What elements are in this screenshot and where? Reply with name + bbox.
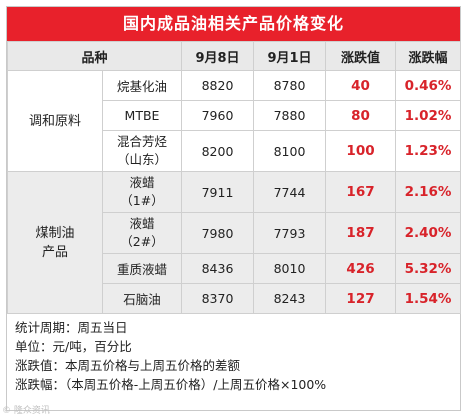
- product-name: MTBE: [101, 100, 183, 131]
- price-sep8: 7980: [181, 212, 255, 254]
- header-pct: 涨跌幅: [395, 41, 462, 71]
- header-sep8: 9月8日: [181, 41, 255, 71]
- header-product: 品种: [6, 41, 183, 71]
- change-value: 426: [325, 253, 397, 284]
- table-row: 混合芳烃 （山东） 8200 8100 100 1.23%: [8, 130, 462, 172]
- change-value: 40: [325, 70, 397, 101]
- change-value: 80: [325, 100, 397, 131]
- header-change: 涨跌值: [325, 41, 397, 71]
- change-pct: 1.23%: [395, 130, 462, 172]
- change-value: 100: [325, 130, 397, 172]
- product-name: 混合芳烃 （山东）: [101, 130, 183, 172]
- price-sep1: 7880: [253, 100, 327, 131]
- product-name-line: 重质液蜡: [117, 262, 168, 277]
- product-name: 液蜡 （2#）: [101, 212, 183, 254]
- product-name: 重质液蜡: [101, 253, 183, 284]
- header-row: 品种 9月8日 9月1日 涨跌值 涨跌幅: [6, 41, 462, 71]
- price-table: 品种 9月8日 9月1日 涨跌值 涨跌幅 调和原料 烷基化油 8820 8780…: [6, 41, 462, 314]
- table-row: MTBE 7960 7880 80 1.02%: [8, 100, 462, 131]
- note-pct: 涨跌幅：（本周五价格-上周五价格）/上周五价格×100%: [15, 377, 327, 392]
- price-sep1: 7744: [253, 171, 327, 213]
- group-label-line: 调和原料: [28, 113, 81, 129]
- price-sep8: 8820: [181, 70, 255, 101]
- product-name-line: 液蜡: [129, 175, 155, 190]
- price-table-card: 国内成品油相关产品价格变化 品种 9月8日 9月1日 涨跌值 涨跌幅 调和原料 …: [6, 6, 462, 411]
- change-pct: 5.32%: [395, 253, 462, 284]
- price-sep8: 7911: [181, 171, 255, 213]
- group-label-line: 煤制油: [35, 225, 75, 241]
- product-name: 液蜡 （1#）: [101, 171, 183, 213]
- product-name-line: 液蜡: [129, 216, 155, 231]
- notes: 统计周期：周五当日 单位：元/吨，百分比 涨跌值：本周五价格与上周五价格的差额 …: [7, 314, 460, 394]
- header-sep1: 9月1日: [253, 41, 327, 71]
- product-name: 烷基化油: [101, 70, 183, 101]
- product-name-line: 石脑油: [123, 292, 161, 307]
- group-label: 调和原料: [7, 70, 103, 172]
- table-row: 煤制油产品 液蜡 （1#） 7911 7744 167 2.16%: [7, 171, 462, 314]
- price-sep1: 8243: [253, 283, 327, 314]
- change-pct: 0.46%: [395, 70, 462, 101]
- change-pct: 2.40%: [395, 212, 462, 254]
- price-sep8: 8370: [181, 283, 255, 314]
- price-sep8: 8436: [181, 253, 255, 284]
- price-sep8: 7960: [181, 100, 255, 131]
- change-pct: 1.54%: [395, 283, 462, 314]
- table-row: 重质液蜡 8436 8010 426 5.32%: [8, 253, 462, 284]
- table-title: 国内成品油相关产品价格变化: [7, 7, 460, 41]
- change-pct: 1.02%: [395, 100, 462, 131]
- price-sep1: 8100: [253, 130, 327, 172]
- change-value: 187: [325, 212, 397, 254]
- product-name: 石脑油: [101, 283, 183, 314]
- price-sep1: 8780: [253, 70, 327, 101]
- group-label: 煤制油 产品: [7, 171, 103, 314]
- watermark: © 隆众资讯: [2, 406, 50, 416]
- note-change: 涨跌值：本周五价格与上周五价格的差额: [15, 358, 241, 373]
- change-pct: 2.16%: [395, 171, 462, 213]
- table-row: 调和原料 烷基化油 8820 8780 40 0.46%: [7, 70, 462, 172]
- product-name-line: （1#）: [120, 193, 164, 208]
- table-row: 石脑油 8370 8243 127 1.54%: [8, 283, 462, 314]
- price-sep1: 7793: [253, 212, 327, 254]
- group-label-line: 产品: [41, 244, 68, 260]
- product-name-line: 烷基化油: [117, 79, 168, 94]
- change-value: 167: [325, 171, 397, 213]
- note-unit: 单位：元/吨，百分比: [15, 339, 132, 354]
- change-value: 127: [325, 283, 397, 314]
- product-name-line: （2#）: [120, 234, 164, 249]
- table-row: 液蜡 （2#） 7980 7793 187 2.40%: [8, 212, 462, 254]
- note-period: 统计周期：周五当日: [15, 320, 128, 335]
- price-sep1: 8010: [253, 253, 327, 284]
- product-name-line: MTBE: [124, 108, 160, 123]
- price-sep8: 8200: [181, 130, 255, 172]
- product-name-line: （山东）: [117, 152, 168, 167]
- product-name-line: 混合芳烃: [117, 134, 168, 149]
